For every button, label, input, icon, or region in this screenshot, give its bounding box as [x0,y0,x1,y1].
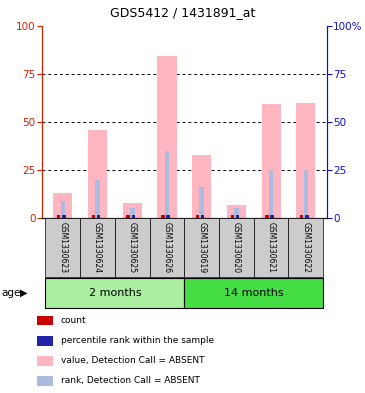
Bar [234,208,239,218]
Bar [219,218,254,277]
Bar [126,215,130,218]
Bar [37,376,53,386]
Bar [37,336,53,345]
Bar [184,218,219,277]
Bar [196,215,199,218]
Bar [236,215,239,218]
Bar [300,215,303,218]
Bar [288,218,323,277]
Bar [199,187,204,218]
Bar [184,278,323,308]
Bar [201,215,204,218]
Bar [231,215,234,218]
Bar [115,218,150,277]
Bar [150,218,184,277]
Bar [37,356,53,365]
Bar [305,215,309,218]
Bar [61,201,65,218]
Text: GSM1330620: GSM1330620 [232,222,241,273]
Bar [46,218,80,277]
Text: percentile rank within the sample: percentile rank within the sample [61,336,214,345]
Bar [88,130,107,218]
Text: GSM1330622: GSM1330622 [301,222,310,273]
Bar [97,215,100,218]
Text: 2 months: 2 months [89,288,141,298]
Bar [296,103,315,218]
Text: GSM1330626: GSM1330626 [162,222,172,273]
Text: GDS5412 / 1431891_at: GDS5412 / 1431891_at [110,6,255,19]
Text: GSM1330623: GSM1330623 [58,222,67,273]
Bar [192,154,211,218]
Text: age: age [2,288,21,298]
Bar [262,105,281,218]
Bar [131,215,135,218]
Bar [304,170,308,218]
Bar [254,218,288,277]
Bar [123,203,142,218]
Bar [161,215,165,218]
Text: 14 months: 14 months [224,288,284,298]
Text: count: count [61,316,86,325]
Bar [92,215,95,218]
Bar [80,218,115,277]
Text: GSM1330625: GSM1330625 [128,222,137,273]
Bar [95,180,100,218]
Bar [265,215,269,218]
Text: GSM1330621: GSM1330621 [266,222,276,273]
Text: value, Detection Call = ABSENT: value, Detection Call = ABSENT [61,356,204,365]
Bar [166,215,170,218]
Bar [46,278,184,308]
Bar [165,151,169,218]
Text: GSM1330619: GSM1330619 [197,222,206,273]
Bar [62,215,66,218]
Text: GSM1330624: GSM1330624 [93,222,102,273]
Bar [57,215,60,218]
Bar [270,215,274,218]
Bar [53,193,72,218]
Bar [269,170,273,218]
Text: ▶: ▶ [20,288,27,298]
Bar [37,316,53,325]
Bar [227,205,246,218]
Bar [157,56,177,218]
Text: rank, Detection Call = ABSENT: rank, Detection Call = ABSENT [61,376,199,386]
Bar [130,208,134,218]
